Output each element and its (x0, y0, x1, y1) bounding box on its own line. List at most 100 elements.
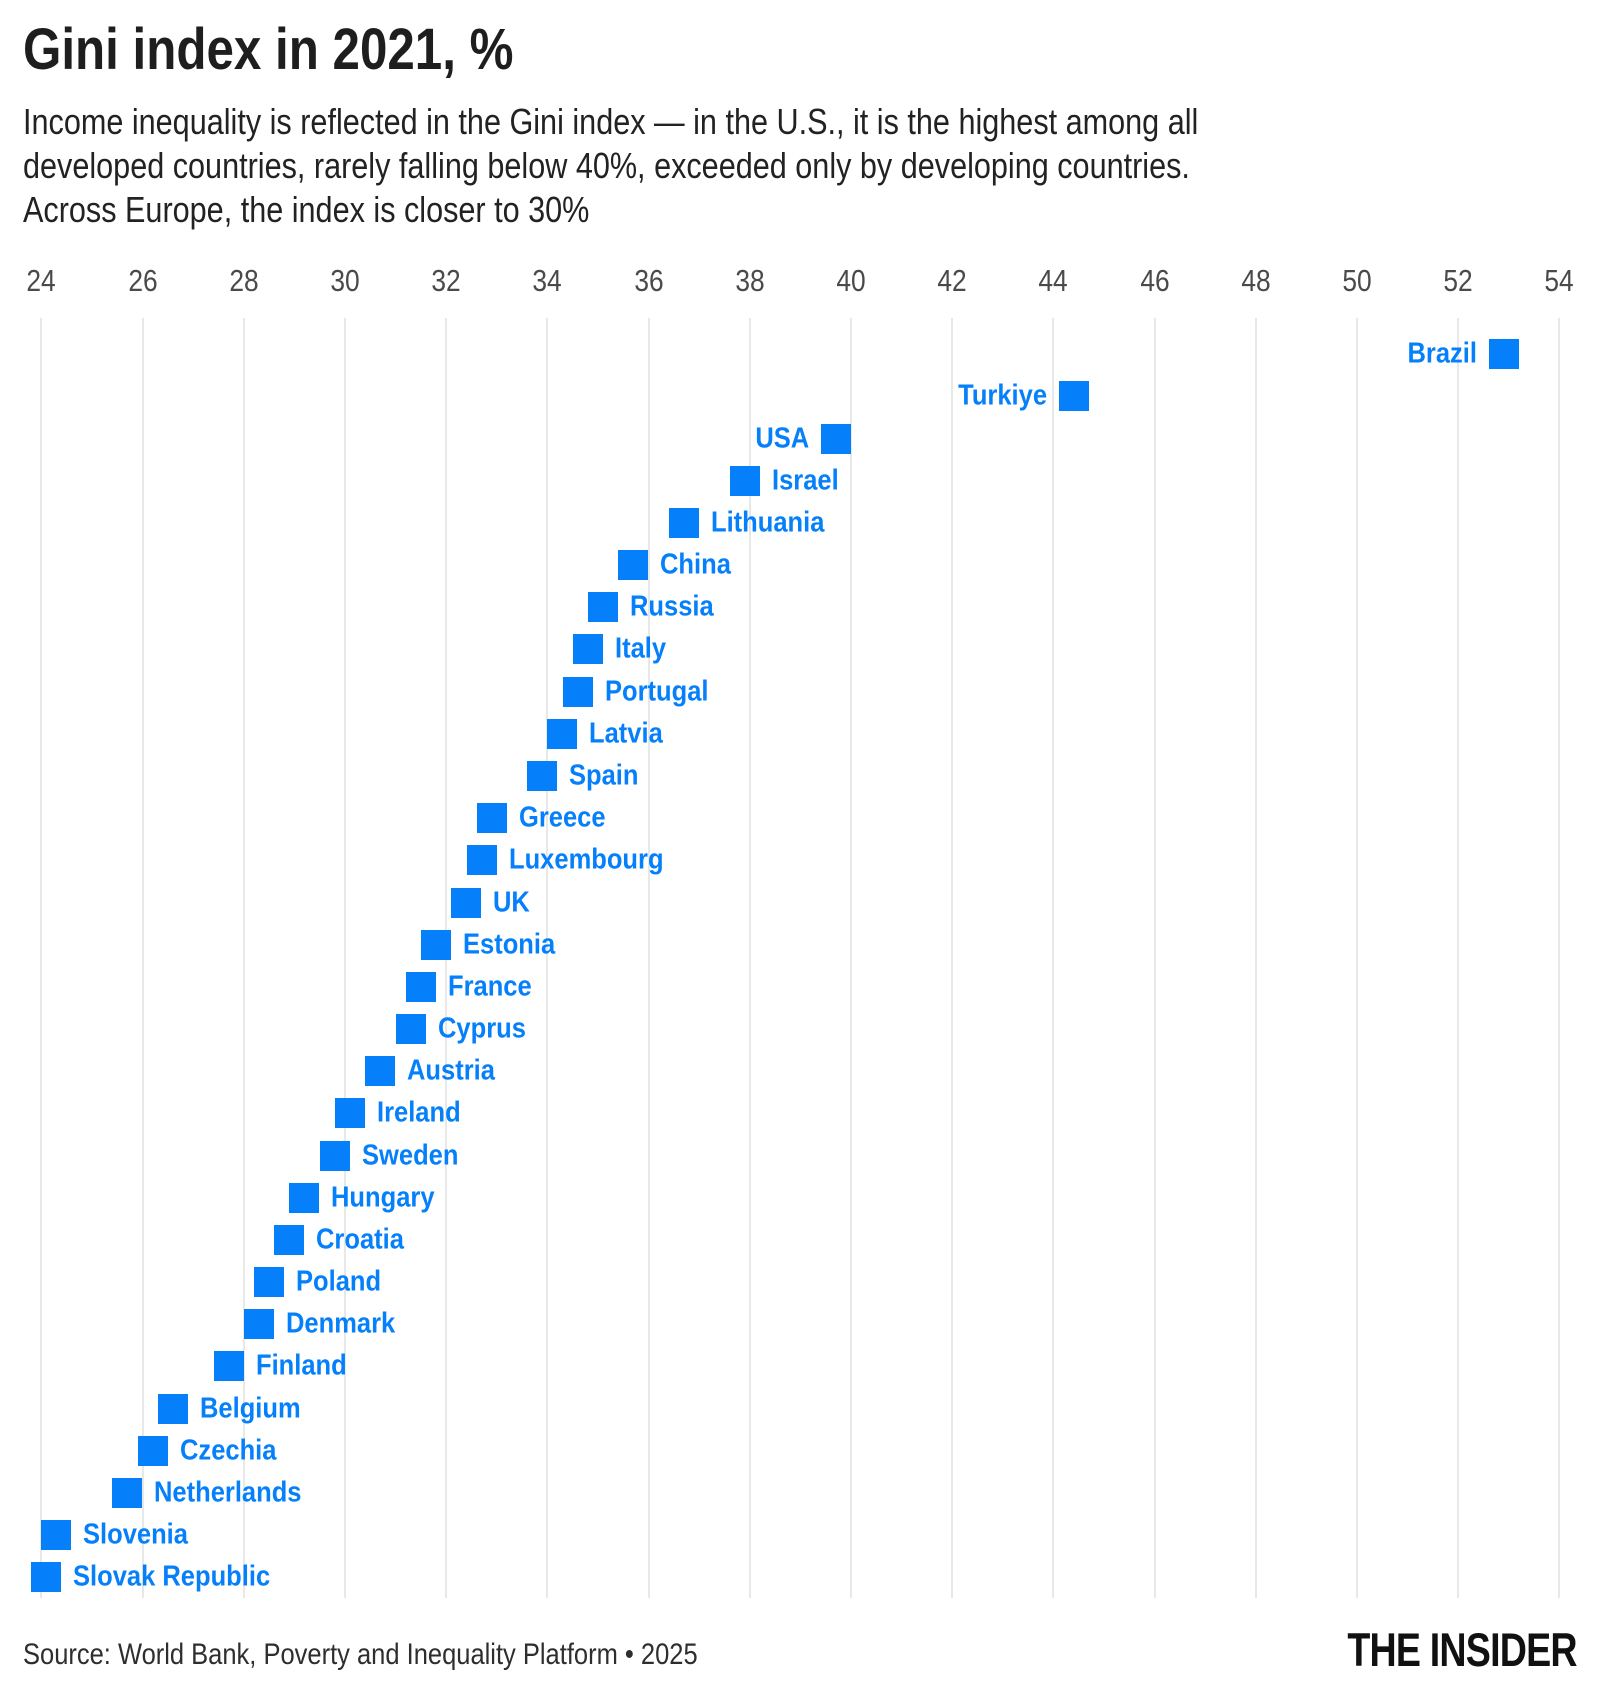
marker-china (618, 550, 649, 581)
marker-usa (820, 423, 851, 454)
marker-luxembourg (466, 845, 497, 876)
marker-poland (254, 1267, 284, 1298)
country-label-ireland: Ireland (376, 1096, 461, 1129)
country-label-uk: UK (493, 886, 531, 918)
x-axis-tick-36: 36 (633, 263, 664, 298)
gridline-46 (1153, 318, 1156, 1598)
country-label-latvia: Latvia (589, 717, 664, 750)
gridline-54 (1558, 318, 1561, 1598)
marker-belgium (157, 1393, 188, 1424)
marker-finland (213, 1351, 244, 1382)
chart-subtitle: Income inequality is reflected in the Gi… (23, 100, 1406, 232)
x-axis-tick-24: 24 (26, 263, 56, 298)
marker-slovak-republic (31, 1562, 62, 1593)
subtitle-line-3: Across Europe, the index is closer to 30… (23, 189, 590, 230)
country-label-croatia: Croatia (316, 1223, 405, 1256)
country-label-belgium: Belgium (199, 1392, 301, 1425)
country-label-russia: Russia (629, 590, 714, 623)
country-label-china: China (660, 548, 732, 581)
subtitle-line-1: Income inequality is reflected in the Gi… (23, 101, 1199, 142)
x-axis-tick-26: 26 (127, 263, 158, 298)
gridline-48 (1254, 318, 1257, 1598)
gridline-52 (1457, 318, 1460, 1598)
marker-croatia (274, 1224, 305, 1255)
gridline-44 (1052, 318, 1055, 1598)
x-axis-tick-54: 54 (1544, 263, 1574, 298)
x-axis-tick-44: 44 (1038, 263, 1068, 298)
country-label-sweden: Sweden (361, 1139, 459, 1172)
marker-netherlands (112, 1477, 143, 1508)
x-axis-tick-40: 40 (836, 263, 866, 298)
gridline-30 (343, 318, 346, 1598)
marker-sweden (319, 1140, 350, 1171)
country-label-usa: USA (754, 422, 809, 455)
country-label-slovenia: Slovenia (83, 1518, 189, 1551)
marker-portugal (562, 676, 593, 707)
country-label-estonia: Estonia (462, 928, 556, 961)
marker-italy (572, 634, 603, 665)
country-label-france: France (447, 970, 532, 1003)
x-axis-tick-34: 34 (532, 263, 562, 298)
gridline-36 (647, 318, 650, 1598)
country-label-luxembourg: Luxembourg (508, 843, 664, 876)
x-axis-tick-38: 38 (735, 263, 765, 298)
marker-brazil (1488, 339, 1519, 370)
country-label-greece: Greece (518, 801, 606, 834)
marker-russia (587, 592, 618, 623)
marker-slovenia (41, 1520, 72, 1551)
country-label-lithuania: Lithuania (710, 506, 825, 539)
marker-czechia (137, 1435, 168, 1466)
country-label-denmark: Denmark (285, 1307, 396, 1340)
brand-logo: THE INSIDER (1347, 1623, 1578, 1676)
marker-estonia (420, 929, 451, 960)
country-label-poland: Poland (296, 1265, 382, 1298)
gridline-38 (748, 318, 751, 1598)
marker-austria (365, 1056, 396, 1087)
subtitle-line-2: developed countries, rarely falling belo… (23, 145, 1190, 186)
x-axis-tick-52: 52 (1443, 263, 1473, 298)
marker-hungary (289, 1182, 320, 1213)
marker-israel (729, 465, 760, 496)
country-label-czechia: Czechia (179, 1434, 277, 1467)
gridline-50 (1355, 318, 1358, 1598)
x-axis-tick-48: 48 (1241, 263, 1271, 298)
country-label-italy: Italy (614, 632, 666, 665)
x-axis-tick-42: 42 (937, 263, 967, 298)
marker-uk (451, 887, 482, 918)
marker-cyprus (395, 1014, 426, 1045)
x-axis-tick-30: 30 (330, 263, 360, 298)
country-label-netherlands: Netherlands (154, 1476, 302, 1509)
country-label-turkiye: Turkiye (957, 379, 1047, 412)
country-label-finland: Finland (255, 1349, 347, 1382)
gridline-42 (951, 318, 954, 1598)
country-label-slovak-republic: Slovak Republic (73, 1560, 271, 1593)
gridline-40 (849, 318, 852, 1598)
country-label-austria: Austria (407, 1054, 496, 1087)
country-label-spain: Spain (569, 759, 639, 792)
marker-latvia (547, 718, 578, 749)
x-axis-tick-32: 32 (431, 263, 461, 298)
marker-greece (476, 803, 507, 834)
gridline-26 (141, 318, 144, 1598)
country-label-brazil: Brazil (1407, 337, 1477, 370)
x-axis-tick-46: 46 (1139, 263, 1170, 298)
marker-lithuania (668, 507, 699, 538)
country-label-israel: Israel (771, 464, 839, 497)
marker-denmark (243, 1309, 274, 1340)
gridline-28 (242, 318, 245, 1598)
gridline-34 (546, 318, 549, 1598)
marker-turkiye (1058, 381, 1089, 412)
source-note: Source: World Bank, Poverty and Inequali… (23, 1638, 698, 1671)
x-axis-tick-28: 28 (229, 263, 259, 298)
country-label-portugal: Portugal (604, 675, 709, 708)
country-label-cyprus: Cyprus (437, 1012, 526, 1045)
marker-spain (527, 761, 558, 791)
page-title: Gini index in 2021, % (23, 16, 600, 83)
gridline-24 (40, 318, 43, 1598)
marker-ireland (334, 1098, 365, 1129)
x-axis-tick-50: 50 (1342, 263, 1372, 298)
page-title-text: Gini index in 2021, % (23, 17, 514, 82)
country-label-hungary: Hungary (331, 1181, 435, 1214)
